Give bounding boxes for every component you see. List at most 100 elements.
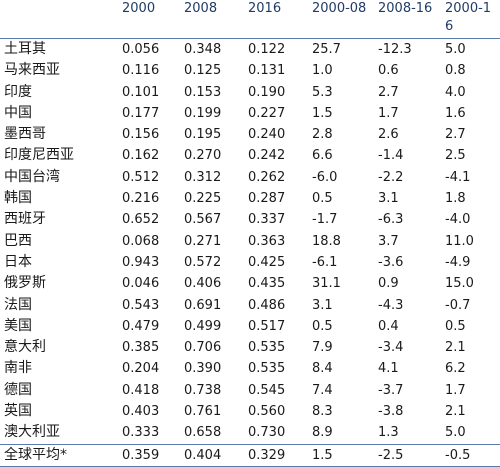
table-cell: 5.0 [445,42,466,57]
table-cell: -0.5 [445,444,500,467]
table-cell: -4.1 [445,169,471,185]
table-row: 英国 0.403 0.761 0.560 8.3 -3.8 2.1 [0,401,500,422]
table-cell: 0.486 [248,297,286,313]
table-cell: 6.6 [312,148,333,164]
table-cell: 0.425 [248,254,286,270]
row-label: 意大利 [4,339,46,356]
table-cell: 0.691 [184,297,222,313]
row-label: 英国 [4,403,32,420]
table-row: 日本 0.943 0.572 0.425 -6.1 -3.6 -4.9 [0,252,500,273]
table-cell: 0.652 [122,212,160,228]
table-row: 意大利 0.385 0.706 0.535 7.9 -3.4 2.1 [0,337,500,358]
table-cell: 4.0 [445,84,466,100]
table-cell: -0.7 [445,297,471,313]
table-row: 墨西哥 0.156 0.195 0.240 2.8 2.6 2.7 [0,124,500,145]
table-cell: 2.7 [445,127,466,143]
table-cell: 0.5 [312,191,333,207]
table-cell: 0.706 [184,340,222,356]
header-cell: 2000-08 [312,1,367,16]
row-label: 中国台湾 [4,168,60,185]
table-cell: 0.359 [122,444,184,467]
table-cell: 31.1 [312,276,341,292]
table-cell: 0.535 [248,340,286,356]
table-cell: 0.240 [248,127,286,143]
table-cell: 8.9 [312,422,378,445]
header-cell [0,0,122,39]
table-cell: 1.7 [378,105,399,121]
table-cell: 1.6 [445,105,466,121]
table-row: 土耳其 0.056 0.348 0.122 25.7 -12.3 5.0 [0,39,500,60]
table-cell: 2.8 [312,127,333,143]
table-row: 全球平均* 0.359 0.404 0.329 1.5 -2.5 -0.5 [0,444,500,467]
table-cell: 0.068 [122,233,160,249]
table-cell: 2.5 [445,148,466,164]
table-row: 马来西亚 0.116 0.125 0.131 1.0 0.6 0.8 [0,60,500,81]
table-cell: 0.730 [248,422,312,445]
table-cell: 0.337 [248,212,286,228]
table-cell: 0.658 [184,422,248,445]
table-cell: 0.567 [184,212,222,228]
table-cell: 0.5 [312,318,333,334]
table-cell: 0.406 [184,276,222,292]
table-cell: -6.3 [378,212,404,228]
table-cell: 8.4 [312,361,333,377]
table-cell: 0.435 [248,276,286,292]
table-cell: 2.1 [445,404,466,420]
row-label: 日本 [4,253,32,270]
table-cell: 1.0 [312,63,333,79]
row-label: 韩国 [4,190,32,207]
table-cell: 0.046 [122,276,160,292]
row-label: 印度 [4,83,32,100]
table-cell: 3.7 [378,233,399,249]
table-row: 美国 0.479 0.499 0.517 0.5 0.4 0.5 [0,316,500,337]
row-label: 中国 [4,104,32,121]
header-cell: 2016 [248,1,282,16]
table-cell: 0.227 [248,105,286,121]
table-cell: 0.348 [184,42,222,57]
table-cell: -2.2 [378,169,404,185]
table-cell: 3.1 [378,191,399,207]
table-cell: 1.8 [445,191,466,207]
row-label: 巴西 [4,232,32,249]
table-cell: 0.761 [184,404,222,420]
row-label: 印度尼西亚 [4,147,74,164]
table-row: 德国 0.418 0.738 0.545 7.4 -3.7 1.7 [0,380,500,401]
table-cell: -6.1 [312,254,338,270]
table-cell: 0.153 [184,84,222,100]
table-cell: 0.363 [248,233,286,249]
table-cell: 0.512 [122,169,160,185]
table-cell: 0.287 [248,191,286,207]
table-cell: 7.9 [312,340,333,356]
table-cell: 0.535 [248,361,286,377]
table-cell: -2.5 [378,444,445,467]
table-row: 巴西 0.068 0.271 0.363 18.8 3.7 11.0 [0,231,500,252]
table-cell: 0.195 [184,127,222,143]
table-row: 中国 0.177 0.199 0.227 1.5 1.7 1.6 [0,103,500,124]
table-cell: 0.056 [122,42,160,57]
row-label: 澳大利亚 [0,422,122,445]
table-cell: 0.5 [445,318,466,334]
row-label: 俄罗斯 [4,275,46,292]
table-row: 印度尼西亚 0.162 0.270 0.242 6.6 -1.4 2.5 [0,145,500,166]
table-cell: 0.270 [184,148,222,164]
table-cell: 0.499 [184,318,222,334]
table-cell: 8.3 [312,404,333,420]
header-row: 2000 2008 2016 2000-08 2008-16 2000-16 [0,0,500,39]
table-cell: 0.8 [445,63,466,79]
table-cell: 0.225 [184,191,222,207]
table-row: 中国台湾 0.512 0.312 0.262 -6.0 -2.2 -4.1 [0,167,500,188]
table-row: 西班牙 0.652 0.567 0.337 -1.7 -6.3 -4.0 [0,209,500,230]
table-cell: 0.479 [122,318,160,334]
table-cell: -3.4 [378,340,404,356]
table-cell: 11.0 [445,233,474,249]
header-cell: 2008 [184,1,218,16]
table-row: 印度 0.101 0.153 0.190 5.3 2.7 4.0 [0,82,500,103]
table-row: 法国 0.543 0.691 0.486 3.1 -4.3 -0.7 [0,295,500,316]
table-cell: 0.131 [248,63,286,79]
table-cell: 15.0 [445,276,474,292]
table-cell: 25.7 [312,42,341,57]
table-cell: 0.333 [122,422,184,445]
table-cell: 1.5 [312,105,333,121]
table-row: 澳大利亚 0.333 0.658 0.730 8.9 1.3 5.0 [0,422,500,445]
table-cell: 0.4 [378,318,399,334]
